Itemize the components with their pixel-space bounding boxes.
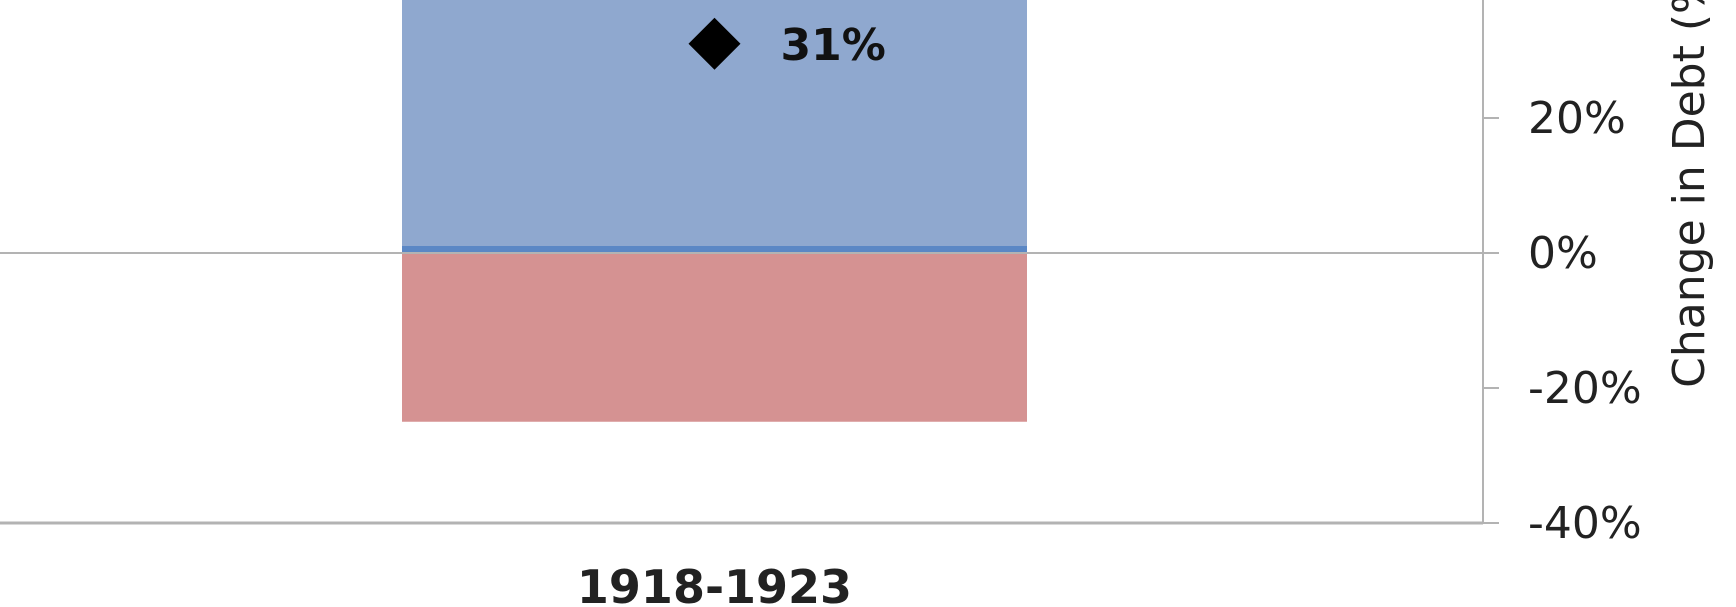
marker-data-label: 31%	[781, 20, 886, 71]
y-tick-label: 20%	[1528, 93, 1626, 144]
y-tick-label: -40%	[1528, 498, 1642, 549]
y-tick-label: -20%	[1528, 363, 1642, 414]
y-axis-title: Change in Debt (%	[1664, 0, 1715, 388]
category-label: 1918-1923	[577, 560, 852, 607]
bar-negative-segment	[402, 253, 1027, 422]
marker-diamond	[688, 17, 741, 70]
plot-area	[0, 0, 1483, 525]
chart-labels: 1918-1923 31% Change in Debt (%	[577, 0, 1715, 607]
y-tick-label: 0%	[1528, 228, 1598, 279]
y-axis: 20% 0% -20% -40%	[1482, 0, 1642, 549]
